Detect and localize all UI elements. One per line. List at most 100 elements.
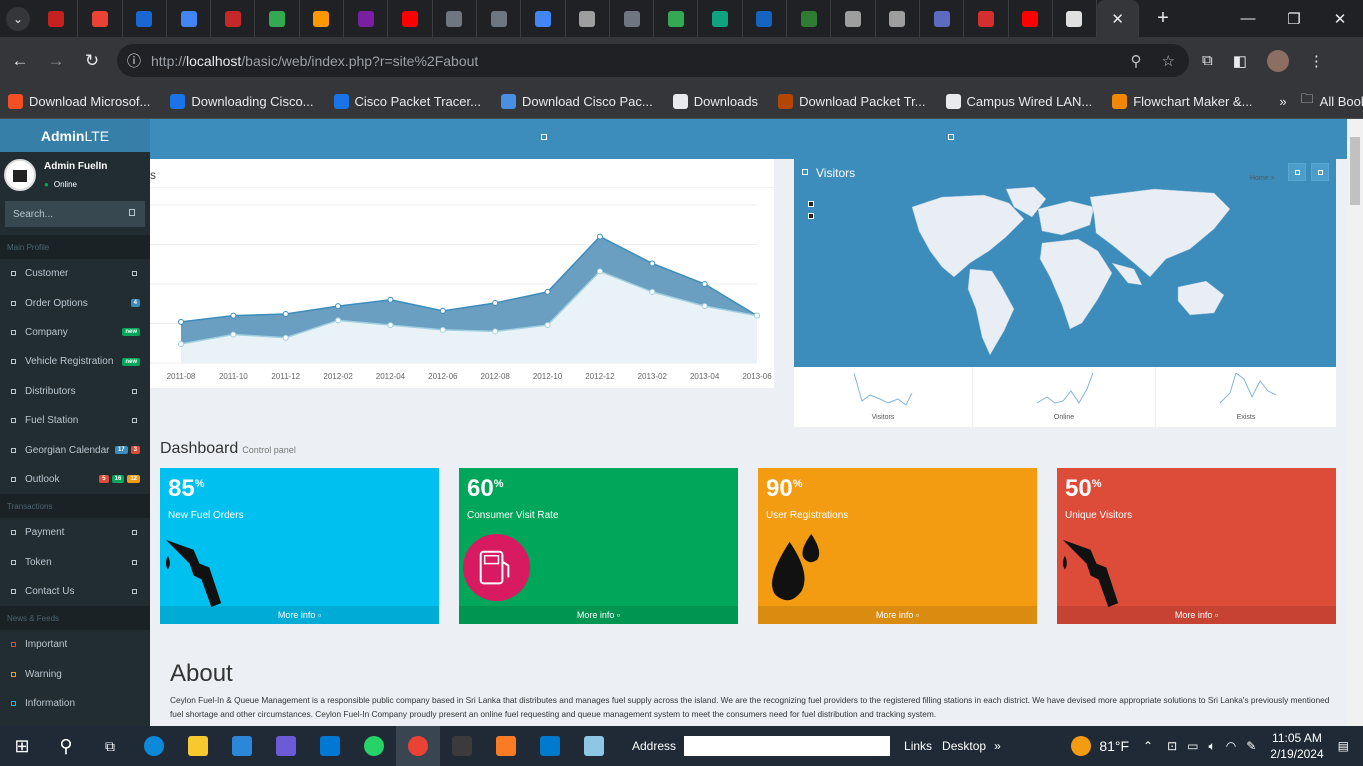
bookmark-item[interactable]: Flowchart Maker &... bbox=[1112, 93, 1252, 109]
browser-tab[interactable] bbox=[344, 0, 389, 37]
notifications-icon[interactable]: ▤ bbox=[1337, 739, 1349, 753]
network-icon[interactable]: ⊡ bbox=[1167, 739, 1178, 753]
sidebar-item-warning[interactable]: Warning bbox=[0, 660, 150, 689]
collapse-button[interactable] bbox=[1311, 163, 1329, 181]
all-bookmarks[interactable]: 🗀 All Bookmarks bbox=[1301, 90, 1363, 112]
restore-icon[interactable]: ❐ bbox=[1287, 10, 1301, 28]
logo[interactable]: Admin LTE bbox=[0, 119, 150, 152]
data-point[interactable] bbox=[701, 281, 708, 287]
extensions-icon[interactable]: ⧉ bbox=[1202, 52, 1213, 69]
navbar-menu-icon[interactable] bbox=[948, 134, 954, 140]
browser-tab[interactable] bbox=[654, 0, 699, 37]
more-info-link[interactable]: More info ▫ bbox=[1057, 606, 1336, 624]
sidebar-item-payment[interactable]: Payment bbox=[0, 518, 150, 547]
temperature[interactable]: 81°F bbox=[1099, 738, 1130, 754]
browser-tab[interactable] bbox=[388, 0, 433, 37]
terminal-icon[interactable] bbox=[440, 726, 484, 766]
more-bookmarks-icon[interactable]: » bbox=[1279, 93, 1287, 109]
breadcrumb[interactable]: Home > bbox=[1250, 175, 1275, 182]
data-point[interactable] bbox=[439, 307, 446, 314]
sidebar-item-token[interactable]: Token bbox=[0, 548, 150, 577]
browser-tab[interactable] bbox=[123, 0, 167, 37]
sidebar-search[interactable]: Search... bbox=[5, 201, 145, 227]
bookmark-star-icon[interactable]: ☆ bbox=[1161, 52, 1175, 70]
browser-tab[interactable] bbox=[78, 0, 123, 37]
app-icon[interactable] bbox=[264, 726, 308, 766]
browser-tab[interactable] bbox=[743, 0, 788, 37]
zoom-out-icon[interactable] bbox=[808, 213, 814, 219]
sidebar-item-contact-us[interactable]: Contact Us bbox=[0, 577, 150, 606]
date-range-button[interactable] bbox=[1288, 163, 1306, 181]
browser-tab[interactable] bbox=[876, 0, 920, 37]
browser-tab[interactable] bbox=[1009, 0, 1053, 37]
bookmark-item[interactable]: Download Cisco Pac... bbox=[500, 93, 653, 109]
bookmark-item[interactable]: Download Packet Tr... bbox=[778, 93, 926, 109]
url-bar[interactable]: ⓘ http://localhost/basic/web/index.php?r… bbox=[117, 44, 1189, 77]
browser-tab[interactable] bbox=[167, 0, 212, 37]
taskbar-links[interactable]: Links bbox=[904, 739, 933, 753]
whatsapp-icon[interactable] bbox=[352, 726, 396, 766]
profile-avatar[interactable] bbox=[1266, 49, 1289, 72]
navbar-toggle-icon[interactable] bbox=[541, 134, 547, 140]
edge-icon[interactable] bbox=[132, 726, 176, 766]
taskbar-search-icon[interactable]: ⚲ bbox=[59, 735, 73, 756]
data-point[interactable] bbox=[649, 260, 656, 267]
reload-icon[interactable]: ↻ bbox=[84, 50, 100, 70]
sidebar-item-outlook[interactable]: Outlook 5 16 12 bbox=[0, 465, 150, 494]
more-info-link[interactable]: More info ▫ bbox=[160, 606, 439, 624]
forward-icon[interactable]: → bbox=[47, 50, 65, 70]
weather-icon[interactable] bbox=[1071, 736, 1092, 756]
sidebar-item-georgian-calendar[interactable]: Georgian Calendar 17 3 bbox=[0, 435, 150, 464]
bookmark-item[interactable]: Campus Wired LAN... bbox=[945, 93, 1092, 109]
page-scrollbar[interactable] bbox=[1347, 119, 1363, 726]
store-icon[interactable] bbox=[220, 726, 264, 766]
browser-tab[interactable] bbox=[787, 0, 832, 37]
back-icon[interactable]: ← bbox=[11, 50, 29, 70]
taskbar-desktop[interactable]: Desktop bbox=[942, 739, 987, 753]
data-point[interactable] bbox=[230, 331, 237, 338]
taskbar-overflow-icon[interactable]: » bbox=[994, 739, 1001, 753]
sidebar-item-important[interactable]: Important bbox=[0, 630, 150, 659]
chrome-icon[interactable] bbox=[396, 726, 440, 766]
sidebar-item-customer[interactable]: Customer bbox=[0, 259, 150, 288]
menu-icon[interactable]: ⋮ bbox=[1308, 52, 1324, 70]
browser-tab[interactable] bbox=[521, 0, 566, 37]
data-point[interactable] bbox=[544, 322, 551, 329]
browser-tab[interactable] bbox=[831, 0, 876, 37]
minimize-icon[interactable]: — bbox=[1240, 10, 1256, 27]
data-point[interactable] bbox=[387, 322, 394, 329]
sidebar-item-vehicle-registration[interactable]: Vehicle Registration new bbox=[0, 347, 150, 376]
volume-icon[interactable]: 🔈︎ bbox=[1208, 738, 1216, 753]
data-point[interactable] bbox=[544, 288, 551, 295]
clock[interactable]: 11:05 AM 2/19/2024 bbox=[1270, 730, 1323, 762]
zoom-icon[interactable]: ⚲ bbox=[1130, 52, 1142, 70]
sidebar-item-company[interactable]: Company new bbox=[0, 318, 150, 347]
data-point[interactable] bbox=[282, 334, 289, 341]
more-info-link[interactable]: More info ▫ bbox=[459, 606, 738, 624]
browser-tab[interactable] bbox=[566, 0, 610, 37]
file-explorer-icon[interactable] bbox=[176, 726, 220, 766]
battery-icon[interactable]: ▭ bbox=[1187, 739, 1199, 753]
sidebar-item-information[interactable]: Information bbox=[0, 689, 150, 718]
world-map[interactable] bbox=[794, 159, 1336, 367]
sidebar-item-fuel-station[interactable]: Fuel Station bbox=[0, 406, 150, 435]
browser-tab[interactable] bbox=[211, 0, 256, 37]
tray-chevron-icon[interactable]: ⌃ bbox=[1143, 739, 1154, 753]
data-point[interactable] bbox=[387, 296, 394, 303]
notes-icon[interactable] bbox=[572, 726, 616, 766]
data-point[interactable] bbox=[335, 317, 342, 324]
side-panel-icon[interactable]: ◧ bbox=[1232, 52, 1247, 70]
sidebar-item-order-options[interactable]: Order Options 4 bbox=[0, 288, 150, 317]
pen-icon[interactable]: ✎ bbox=[1246, 739, 1257, 753]
data-point[interactable] bbox=[754, 312, 760, 319]
sidebar-item-distributors[interactable]: Distributors bbox=[0, 377, 150, 406]
bookmark-item[interactable]: Download Microsof... bbox=[8, 93, 150, 109]
site-info-icon[interactable]: ⓘ bbox=[127, 52, 141, 69]
scrollbar-thumb[interactable] bbox=[1350, 137, 1360, 205]
browser-tab[interactable] bbox=[1053, 0, 1098, 37]
data-point[interactable] bbox=[649, 288, 656, 295]
data-point[interactable] bbox=[439, 326, 446, 333]
search-icon[interactable] bbox=[129, 209, 135, 216]
data-point[interactable] bbox=[596, 268, 603, 275]
vscode-icon[interactable] bbox=[528, 726, 572, 766]
